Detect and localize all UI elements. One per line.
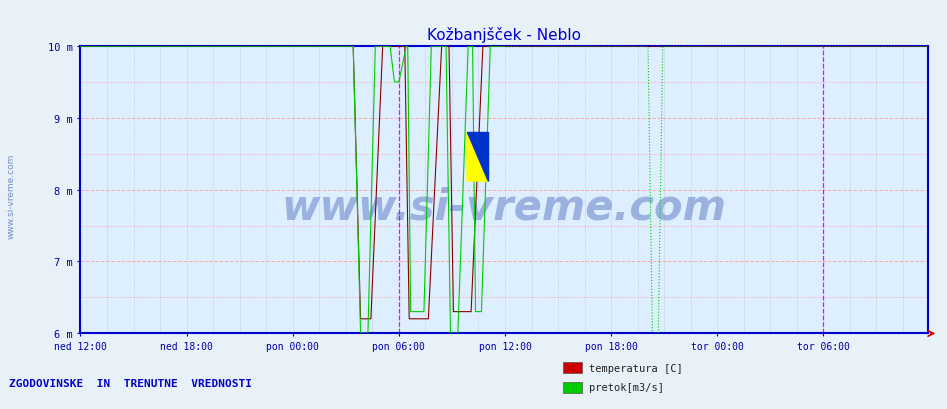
Title: Kožbanjšček - Neblo: Kožbanjšček - Neblo [427, 27, 581, 43]
Text: ZGODOVINSKE  IN  TRENUTNE  VREDNOSTI: ZGODOVINSKE IN TRENUTNE VREDNOSTI [9, 378, 253, 389]
Text: pretok[m3/s]: pretok[m3/s] [589, 382, 664, 392]
Polygon shape [467, 133, 488, 182]
Text: www.si-vreme.com: www.si-vreme.com [282, 187, 726, 228]
Text: www.si-vreme.com: www.si-vreme.com [7, 154, 16, 239]
Text: temperatura [C]: temperatura [C] [589, 363, 683, 373]
Polygon shape [467, 133, 488, 182]
